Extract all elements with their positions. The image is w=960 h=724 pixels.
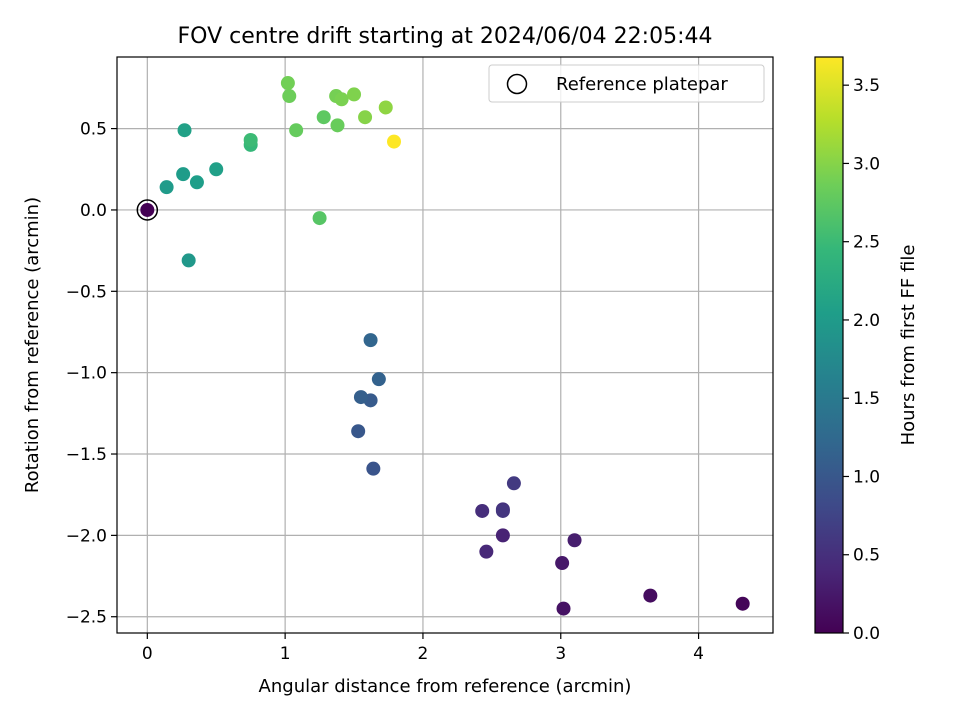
- legend: Reference platepar: [488, 64, 765, 103]
- data-point: [353, 390, 368, 405]
- data-point: [556, 601, 571, 616]
- x-axis-ticks: 0 1 2 3 4: [142, 633, 704, 664]
- chart-title: FOV centre drift starting at 2024/06/04 …: [178, 24, 713, 49]
- data-point: [555, 556, 570, 571]
- data-point: [479, 544, 494, 559]
- data-point: [567, 533, 582, 548]
- colorbar-tick-label: 2.0: [853, 311, 880, 331]
- y-tick-label: −2.0: [66, 526, 107, 546]
- data-point: [243, 132, 258, 147]
- legend-box: [488, 64, 765, 103]
- legend-reference-marker: [506, 73, 528, 95]
- y-tick-label: −0.5: [66, 282, 107, 302]
- colorbar-tick-label: 3.0: [853, 154, 880, 174]
- colorbar-tick-label: 0.5: [853, 546, 880, 566]
- data-point: [358, 110, 373, 125]
- reference-point-ring: [136, 199, 159, 221]
- data-point: [371, 372, 386, 387]
- data-points: [159, 76, 750, 616]
- data-point: [159, 180, 174, 195]
- y-tick-label: 0.0: [80, 201, 107, 221]
- data-point: [735, 596, 750, 611]
- data-point: [280, 76, 295, 91]
- y-tick-label: −1.5: [66, 445, 107, 465]
- x-axis-label: Angular distance from reference (arcmin): [259, 676, 632, 697]
- data-point: [282, 89, 297, 104]
- y-tick-label: −1.0: [66, 364, 107, 384]
- data-point: [378, 100, 393, 115]
- colorbar-frame: [814, 56, 844, 634]
- data-point: [363, 333, 378, 348]
- data-point: [209, 162, 224, 177]
- x-tick-label: 0: [142, 644, 153, 664]
- data-point: [347, 87, 362, 102]
- data-point: [495, 528, 510, 543]
- x-tick-label: 3: [555, 644, 566, 664]
- y-tick-label: −2.5: [66, 608, 107, 628]
- colorbar-tick-label: 1.0: [853, 467, 880, 487]
- data-point: [289, 123, 304, 138]
- x-tick-label: 2: [418, 644, 429, 664]
- data-point: [495, 503, 510, 518]
- data-point: [506, 476, 521, 491]
- x-tick-label: 1: [280, 644, 291, 664]
- colorbar-tick-label: 2.5: [853, 233, 880, 253]
- y-axis-label: Rotation from reference (arcmin): [22, 197, 43, 493]
- data-point: [351, 424, 366, 439]
- y-tick-label: 0.5: [80, 120, 107, 140]
- colorbar-ticks: 0.0 0.5 1.0 1.5 2.0 2.5 3.0 3.5: [843, 76, 880, 644]
- data-point: [189, 175, 204, 190]
- data-point: [643, 588, 658, 603]
- colorbar-gradient: [815, 57, 843, 633]
- colorbar: 0.0 0.5 1.0 1.5 2.0 2.5 3.0 3.5 Hours from firs…: [814, 56, 919, 644]
- reference-point-fill: [140, 202, 155, 217]
- grid-lines: [117, 57, 773, 633]
- colorbar-tick-label: 3.5: [853, 76, 880, 96]
- data-point: [387, 134, 402, 149]
- colorbar-label: Hours from first FF file: [898, 245, 919, 446]
- plot-frame: [116, 56, 774, 634]
- data-point: [475, 503, 490, 518]
- data-point: [366, 461, 381, 476]
- data-point: [330, 118, 345, 133]
- x-tick-label: 4: [693, 644, 704, 664]
- colorbar-tick-label: 1.5: [853, 389, 880, 409]
- data-point: [312, 211, 327, 226]
- data-point: [177, 123, 192, 138]
- reference-marker: [136, 199, 159, 221]
- colorbar-tick-label: 0.0: [853, 624, 880, 644]
- data-point: [176, 167, 191, 182]
- data-point: [334, 92, 349, 107]
- legend-entry-reference: Reference platepar: [556, 74, 728, 95]
- data-point: [181, 253, 196, 268]
- data-point: [316, 110, 331, 125]
- y-axis-ticks: 0.5 0.0 −0.5 −1.0 −1.5 −2.0 −2.5: [66, 120, 117, 628]
